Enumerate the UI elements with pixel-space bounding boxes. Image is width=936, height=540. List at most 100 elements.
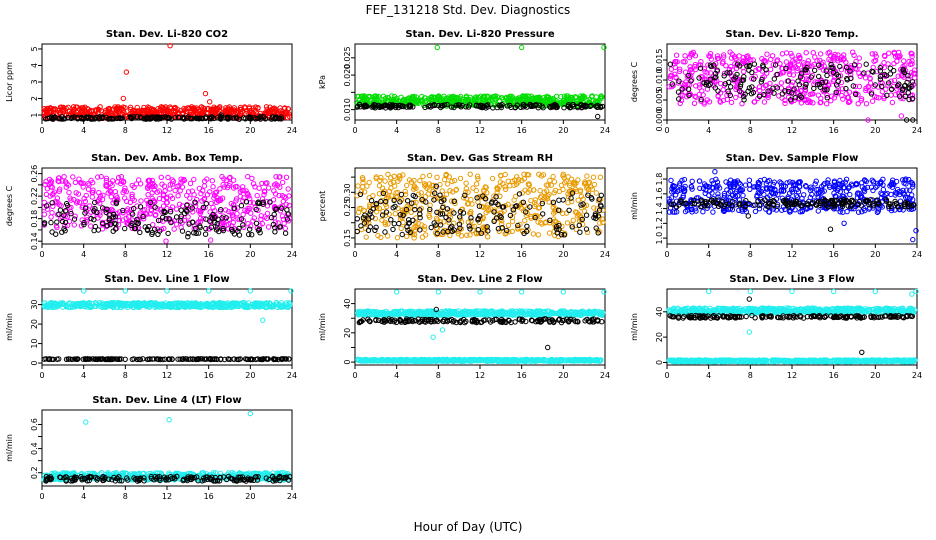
data-point <box>894 58 900 64</box>
data-point <box>170 107 177 114</box>
data-point <box>901 58 907 64</box>
x-tick-label: 24 <box>912 126 922 135</box>
y-axis-label: degrees C <box>630 61 639 102</box>
panel-4: Stan. Dev. Amb. Box Temp.0 4 8 12 16 20 240.14… <box>5 153 297 259</box>
data-point <box>228 115 234 121</box>
x-tick-label: 4 <box>81 126 86 135</box>
y-tick-label: 0.15 <box>343 229 352 247</box>
data-point <box>354 216 360 222</box>
data-point <box>88 223 94 229</box>
data-point <box>52 115 58 121</box>
data-points <box>354 44 607 120</box>
y-tick-label: 4 <box>30 63 39 68</box>
outlier-point <box>898 113 905 119</box>
data-point <box>404 233 410 240</box>
data-point <box>783 50 790 56</box>
data-point <box>196 116 202 122</box>
data-point <box>285 186 291 192</box>
y-tick-label: 0.010 <box>343 98 352 121</box>
data-point <box>248 107 255 114</box>
panel-title: Stan. Dev. Gas Stream RH <box>407 153 553 164</box>
x-tick-label: 12 <box>787 126 797 135</box>
data-point <box>129 211 136 217</box>
data-point <box>278 108 284 114</box>
data-point <box>70 104 77 110</box>
data-point <box>52 106 58 112</box>
data-point <box>378 198 384 205</box>
data-point <box>209 178 216 184</box>
data-point <box>577 229 583 235</box>
data-point <box>199 104 205 110</box>
outlier-point <box>167 43 173 49</box>
data-point <box>673 52 680 58</box>
data-point <box>593 190 599 196</box>
data-point <box>485 234 491 240</box>
data-point <box>399 231 405 238</box>
data-point <box>778 80 785 86</box>
data-point <box>105 116 111 122</box>
data-point <box>376 183 383 189</box>
data-point <box>390 226 396 233</box>
data-point <box>879 88 885 95</box>
data-point <box>530 231 536 237</box>
data-point <box>507 183 513 189</box>
data-point <box>426 172 433 179</box>
data-point <box>764 51 770 57</box>
data-points <box>666 169 919 243</box>
data-point <box>165 230 171 237</box>
data-point <box>265 110 272 117</box>
data-point <box>108 194 115 200</box>
data-point <box>91 227 97 234</box>
data-point <box>48 219 54 226</box>
data-point <box>141 107 148 114</box>
data-point <box>428 224 434 231</box>
outlier-point <box>841 220 847 227</box>
data-point <box>368 197 375 204</box>
data-point <box>245 220 251 227</box>
data-point <box>891 60 897 67</box>
data-point <box>197 215 204 222</box>
data-point <box>49 116 55 122</box>
data-point <box>747 186 753 193</box>
outlier-point <box>260 317 266 323</box>
data-point <box>443 191 450 197</box>
data-point <box>49 210 55 216</box>
x-tick-label: 12 <box>787 250 797 259</box>
x-tick-label: 12 <box>162 250 172 259</box>
data-point <box>172 115 179 121</box>
data-point <box>246 231 252 238</box>
data-point <box>234 211 240 217</box>
data-point <box>216 105 223 111</box>
data-point <box>863 101 870 107</box>
data-point <box>283 174 290 181</box>
data-point <box>116 115 122 121</box>
data-point <box>382 229 388 235</box>
data-point <box>187 116 194 122</box>
y-tick-label: 0.14 <box>30 232 39 250</box>
data-point <box>591 181 598 188</box>
data-point <box>398 225 404 232</box>
data-points <box>41 173 293 244</box>
data-point <box>861 70 867 76</box>
panel-title: Stan. Dev. Line 1 Flow <box>104 274 229 285</box>
data-point <box>134 108 141 114</box>
outlier-point <box>44 105 50 112</box>
data-point <box>68 115 75 121</box>
data-point <box>396 220 402 227</box>
data-point <box>815 208 821 214</box>
data-point <box>473 187 479 194</box>
data-point <box>566 207 572 214</box>
data-point <box>720 87 726 93</box>
data-point <box>564 220 571 226</box>
data-point <box>355 183 361 189</box>
x-tick-label: 24 <box>600 250 610 259</box>
y-tick-label: 0.30 <box>343 183 352 201</box>
data-point <box>118 174 125 180</box>
data-point <box>863 61 869 67</box>
data-point <box>810 50 816 56</box>
data-point <box>700 209 706 215</box>
data-point <box>803 50 809 56</box>
data-point <box>137 229 143 236</box>
